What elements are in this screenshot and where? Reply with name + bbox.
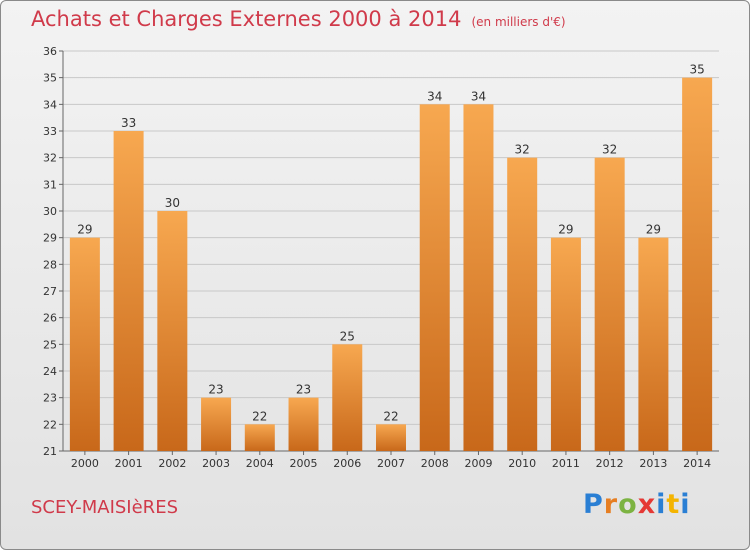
bar [244, 424, 275, 451]
bar-value-label: 29 [77, 223, 92, 237]
bar [113, 131, 144, 451]
commune-name: SCEY-MAISIèRES [31, 497, 178, 518]
logo-letter: x [637, 489, 657, 520]
x-tick-label: 2006 [333, 457, 361, 470]
bar-value-label: 34 [471, 89, 486, 103]
x-tick-label: 2001 [115, 457, 143, 470]
y-tick-label: 33 [43, 125, 57, 138]
y-tick-label: 22 [43, 418, 57, 431]
bar-value-label: 25 [340, 329, 355, 343]
bar-value-label: 34 [427, 89, 442, 103]
title-text: Achats et Charges Externes 2000 à 2014 [31, 7, 462, 31]
bar [682, 77, 713, 452]
bar-value-label: 30 [165, 196, 180, 210]
bar [463, 104, 494, 451]
y-tick-label: 27 [43, 285, 57, 298]
x-tick-label: 2003 [202, 457, 230, 470]
y-tick-label: 29 [43, 232, 57, 245]
y-tick-label: 32 [43, 152, 57, 165]
bar-value-label: 29 [558, 223, 573, 237]
y-tick-label: 21 [43, 445, 57, 458]
x-tick-label: 2008 [421, 457, 449, 470]
x-tick-label: 2004 [246, 457, 274, 470]
logo-letter: i [656, 489, 667, 520]
bar [157, 211, 188, 451]
logo-letter: i [680, 489, 691, 520]
bar [638, 237, 669, 451]
y-tick-label: 35 [43, 72, 57, 85]
y-tick-label: 36 [43, 45, 57, 58]
bar-value-label: 22 [383, 409, 398, 423]
bar [69, 237, 100, 451]
x-tick-label: 2011 [552, 457, 580, 470]
x-tick-label: 2002 [158, 457, 186, 470]
bar-value-label: 32 [602, 143, 617, 157]
bar-value-label: 29 [646, 223, 661, 237]
logo-letter: o [618, 489, 638, 520]
bar-value-label: 33 [121, 116, 136, 130]
bar [332, 344, 363, 451]
proxiti-logo: Proxiti [583, 489, 691, 520]
x-tick-label: 2000 [71, 457, 99, 470]
x-tick-label: 2010 [508, 457, 536, 470]
bar [507, 157, 538, 451]
y-tick-label: 34 [43, 98, 57, 111]
bar-value-label: 35 [689, 63, 704, 77]
y-tick-label: 24 [43, 365, 57, 378]
x-tick-label: 2009 [464, 457, 492, 470]
bar [201, 397, 232, 451]
y-tick-label: 25 [43, 338, 57, 351]
bar-value-label: 23 [208, 383, 223, 397]
y-tick-label: 28 [43, 258, 57, 271]
bar-value-label: 22 [252, 409, 267, 423]
x-tick-label: 2013 [639, 457, 667, 470]
bar [550, 237, 581, 451]
x-tick-label: 2014 [683, 457, 711, 470]
bar-value-label: 23 [296, 383, 311, 397]
logo-letter: t [666, 489, 681, 520]
logo-letter: r [603, 489, 619, 520]
y-tick-label: 23 [43, 392, 57, 405]
unit-label: (en milliers d'€) [471, 15, 566, 29]
logo-letter: P [583, 489, 604, 520]
y-tick-label: 26 [43, 312, 57, 325]
bar [288, 397, 319, 451]
x-tick-label: 2007 [377, 457, 405, 470]
y-tick-label: 31 [43, 178, 57, 191]
bar [419, 104, 450, 451]
bar [376, 424, 406, 451]
bar [594, 157, 625, 451]
chart-title: Achats et Charges Externes 2000 à 2014 (e… [31, 7, 566, 31]
bar-value-label: 32 [515, 143, 530, 157]
x-tick-label: 2012 [596, 457, 624, 470]
x-tick-label: 2005 [290, 457, 318, 470]
y-tick-label: 30 [43, 205, 57, 218]
